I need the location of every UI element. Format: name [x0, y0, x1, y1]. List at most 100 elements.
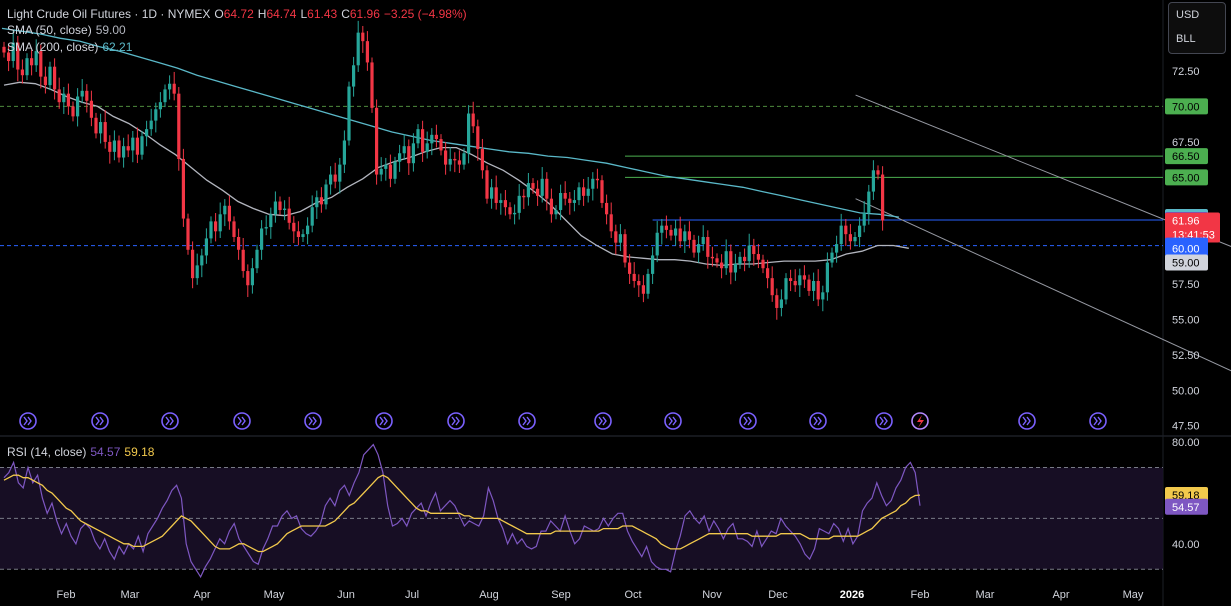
candle-body	[738, 256, 742, 264]
candle-body	[393, 161, 397, 179]
candle-body	[191, 249, 195, 279]
currency-button[interactable]: USD	[1176, 9, 1200, 21]
candle-body	[16, 42, 20, 70]
candle-body	[710, 256, 714, 259]
candle-body	[85, 90, 89, 101]
candle-body	[480, 149, 484, 171]
candle-body	[145, 129, 149, 137]
high-label: H	[257, 7, 267, 21]
candle-body	[361, 32, 365, 42]
rsi-value: 54.57	[90, 445, 121, 459]
candle-body	[53, 66, 57, 90]
candle-body	[283, 208, 287, 211]
candle-body	[209, 221, 213, 239]
candle-body	[66, 93, 70, 107]
candle-body	[370, 62, 374, 108]
time-axis-tick: Mar	[121, 589, 140, 601]
event-marker-icon	[91, 412, 109, 430]
time-axis-tick: May	[264, 589, 285, 601]
candle-body	[195, 265, 199, 279]
arrow-icon	[598, 416, 607, 426]
rsi-badge	[1165, 498, 1208, 515]
candle-body	[835, 244, 839, 253]
candle-body	[490, 187, 494, 199]
time-axis-tick: Feb	[911, 589, 930, 601]
candle-body	[158, 102, 162, 110]
candle-body	[421, 129, 425, 152]
rsi-ma-value: 59.18	[124, 445, 155, 459]
level-badge-text: 60.00	[1172, 243, 1200, 255]
candle-body	[867, 191, 871, 213]
arrow-icon	[522, 416, 531, 426]
candle-body	[724, 251, 728, 269]
candle-body	[701, 236, 705, 245]
time-axis-tick: Nov	[702, 589, 722, 601]
arrow-icon	[743, 416, 752, 426]
candle-body	[200, 255, 204, 266]
candle-body	[586, 188, 590, 196]
candle-body	[632, 273, 636, 281]
change-value: −3.25 (−4.98%)	[383, 7, 467, 21]
candle-body	[11, 42, 15, 62]
candle-body	[306, 225, 310, 235]
rsi-badge-text: 54.57	[1172, 502, 1200, 514]
chart-legend-main: Light Crude Oil Futures · 1D · NYMEX O64.…	[7, 7, 471, 21]
candle-body	[319, 197, 323, 205]
time-axis-tick: Jun	[337, 589, 355, 601]
candle-body	[540, 178, 544, 196]
candle-body	[687, 231, 691, 240]
time-axis-tick: May	[1123, 589, 1144, 601]
candle-body	[204, 238, 208, 256]
candle-body	[379, 168, 383, 175]
unit-button[interactable]: BLL	[1176, 33, 1196, 45]
channel-line	[855, 198, 1231, 372]
candle-body	[733, 263, 737, 273]
candle-body	[103, 122, 107, 142]
arrow-icon	[23, 416, 32, 426]
event-marker-icon	[594, 412, 612, 430]
candle-body	[683, 231, 687, 242]
candle-body	[697, 244, 701, 253]
candle-body	[430, 134, 434, 144]
candle-body	[660, 225, 664, 233]
arrow-icon	[668, 416, 677, 426]
event-marker-icon	[739, 412, 757, 430]
candle-body	[789, 278, 793, 281]
candle-body	[572, 200, 576, 203]
rsi-ma-line	[3, 474, 921, 553]
last-price-badge	[1165, 212, 1220, 243]
currency-unit-selector[interactable]: USD BLL	[1168, 2, 1226, 54]
candle-body	[467, 113, 471, 154]
sma200-value: 62.21	[102, 40, 133, 54]
candle-body	[117, 140, 121, 158]
candle-body	[324, 184, 328, 205]
open-value: 64.72	[223, 7, 254, 21]
sma50-value: 59.00	[95, 23, 126, 37]
candle-body	[761, 259, 765, 269]
candle-body	[743, 256, 747, 262]
candle-body	[706, 236, 710, 257]
candle-body	[227, 205, 231, 222]
candle-body	[375, 107, 379, 175]
candle-body	[536, 188, 540, 196]
candle-body	[260, 228, 264, 250]
candle-body	[250, 268, 254, 286]
arrow-icon	[308, 416, 317, 426]
candle-body	[674, 228, 678, 236]
candle-body	[352, 65, 356, 87]
candle-body	[559, 193, 563, 211]
sma50-legend: SMA (50, close) 59.00	[7, 23, 130, 37]
symbol-title: Light Crude Oil Futures · 1D · NYMEX	[7, 7, 211, 21]
sma200-line	[1, 27, 900, 218]
candle-body	[25, 58, 29, 76]
candle-body	[618, 234, 622, 243]
candle-body	[131, 137, 135, 151]
candle-body	[269, 214, 273, 228]
candle-body	[637, 280, 641, 286]
candle-body	[80, 90, 84, 97]
candle-body	[756, 254, 760, 260]
sma50-badge-text: 59.00	[1172, 258, 1200, 270]
candle-body	[876, 170, 880, 175]
arrow-icon	[237, 416, 246, 426]
